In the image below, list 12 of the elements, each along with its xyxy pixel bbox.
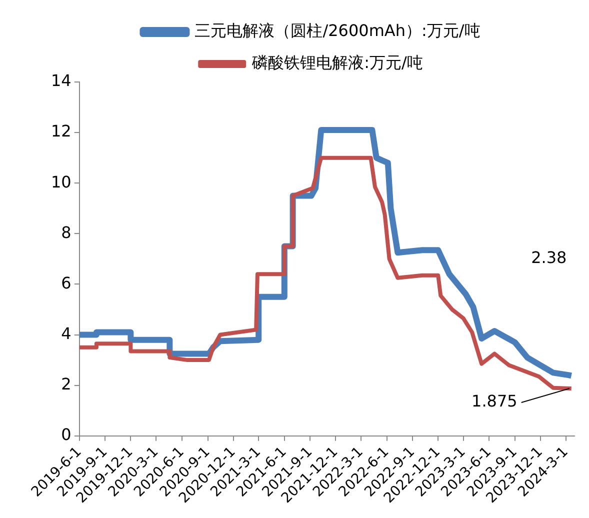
annotation: 2.38 <box>531 248 567 268</box>
y-tick-label: 10 <box>51 172 72 192</box>
y-tick-label: 4 <box>61 324 72 343</box>
y-tick-label: 0 <box>61 425 72 444</box>
y-tick-label: 14 <box>51 71 72 90</box>
legend-label: 三元电解液（圆柱/2600mAh）:万元/吨 <box>194 21 480 40</box>
y-tick-label: 6 <box>61 273 72 292</box>
annotation: 1.875 <box>472 392 518 411</box>
y-tick-label: 2 <box>61 374 72 394</box>
y-tick-label: 12 <box>51 122 72 141</box>
y-tick-label: 8 <box>61 222 72 242</box>
legend-label: 磷酸铁锂电解液:万元/吨 <box>251 53 423 72</box>
